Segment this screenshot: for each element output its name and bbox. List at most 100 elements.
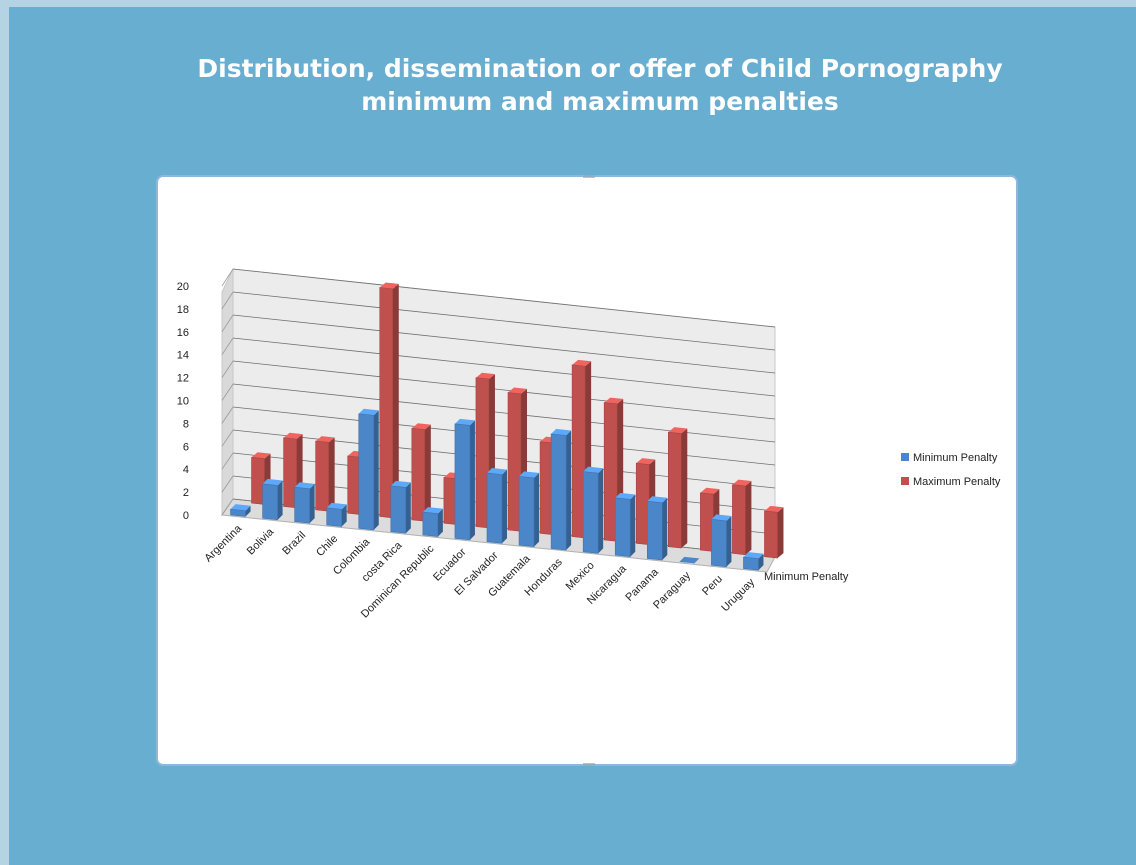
bar-minimum-penalty-side: [373, 410, 379, 530]
gridline: [232, 314, 776, 374]
resize-handle-top[interactable]: [583, 175, 595, 178]
bar-maximum-penalty: [475, 377, 490, 529]
x-tick-label: Mexico: [564, 560, 597, 593]
slide-left-border: [0, 0, 9, 865]
bar-maximum-penalty: [571, 364, 586, 539]
bar-maximum-penalty-top: [379, 282, 399, 289]
bar-maximum-penalty-top: [251, 452, 271, 459]
slide-top-border: [0, 0, 1136, 7]
bar-minimum-penalty: [262, 483, 278, 521]
bar-minimum-penalty-top: [422, 507, 443, 514]
x-tick-label: Uruguay: [719, 576, 757, 614]
bar-minimum-penalty: [390, 485, 407, 534]
bar-minimum-penalty: [614, 497, 631, 558]
y-tick-label: 16: [177, 327, 189, 339]
y-tick-label: 18: [177, 304, 189, 316]
y-tick-label: 2: [183, 487, 189, 499]
bar-maximum-penalty: [635, 462, 650, 546]
bar-maximum-penalty: [411, 427, 426, 522]
gridline-side: [221, 314, 234, 333]
bar-minimum-penalty-side: [405, 482, 411, 534]
y-tick-label: 0: [183, 510, 189, 522]
bar-minimum-penalty-side: [469, 420, 475, 540]
gridline-side: [221, 452, 234, 470]
gridline: [232, 337, 776, 397]
y-tick-label: 14: [177, 350, 189, 362]
bar-maximum-penalty-side: [681, 428, 688, 549]
bar-maximum-penalty-side: [745, 481, 752, 555]
bar-minimum-penalty: [711, 519, 727, 568]
x-tick-label: Chile: [314, 533, 340, 559]
slide-title-line-1: Distribution, dissemination or offer of …: [197, 54, 1003, 83]
bar-maximum-penalty: [732, 484, 746, 556]
bar-maximum-penalty-top: [668, 427, 688, 434]
bar-minimum-penalty: [486, 472, 503, 544]
bar-maximum-penalty-top: [411, 423, 431, 430]
resize-handle-bottom[interactable]: [583, 763, 595, 766]
bar-minimum-penalty: [550, 433, 567, 551]
legend-swatch: [901, 453, 909, 461]
bar-minimum-penalty: [326, 507, 343, 527]
y-tick-label: 4: [183, 464, 189, 476]
gridline: [232, 268, 776, 328]
bar-minimum-penalty: [518, 476, 535, 547]
gridline-side: [221, 291, 234, 310]
bar-minimum-penalty-side: [437, 508, 443, 537]
bar-minimum-penalty-top: [390, 480, 411, 488]
bar-maximum-penalty-top: [315, 436, 335, 443]
gridline-side: [221, 337, 234, 355]
bar-maximum-penalty: [315, 440, 329, 512]
bar-chart-3d: 0 2 4 6 8 10 12 14 16 18 20 Argentina Bolivia Brazil C…: [177, 268, 1001, 621]
bar-maximum-penalty: [603, 402, 618, 542]
gridline-side: [221, 268, 234, 287]
bar-minimum-penalty-side: [341, 504, 347, 527]
bar-maximum-penalty-top: [604, 397, 624, 404]
bar-minimum-penalty: [422, 511, 439, 537]
y-tick-label: 20: [177, 281, 189, 293]
bar-minimum-penalty-side: [566, 430, 572, 550]
bar-minimum-penalty: [230, 508, 246, 517]
bar-minimum-penalty-side: [598, 468, 604, 554]
bar-minimum-penalty-top: [551, 428, 572, 436]
bar-maximum-penalty: [251, 456, 265, 505]
gridline-side: [221, 360, 234, 378]
bar-minimum-penalty-top: [711, 514, 732, 521]
bar-maximum-penalty: [667, 431, 682, 549]
bar-minimum-penalty-top: [487, 468, 507, 475]
bar-minimum-penalty-side: [309, 483, 315, 524]
bar-minimum-penalty: [294, 486, 310, 524]
bar-maximum-penalty-top: [475, 372, 495, 380]
gridline: [232, 291, 776, 351]
slide-title-line-2: minimum and maximum penalties: [361, 87, 839, 116]
bar-minimum-penalty-top: [519, 471, 540, 478]
bar-minimum-penalty-side: [277, 480, 283, 520]
bar-minimum-penalty: [582, 471, 599, 554]
bar-maximum-penalty: [507, 392, 522, 532]
gridline-side: [221, 498, 234, 516]
bar-minimum-penalty-top: [230, 504, 251, 511]
bar-maximum-penalty-top: [636, 458, 656, 465]
bar-minimum-penalty-side: [502, 469, 507, 544]
legend-label: Minimum Penalty: [913, 452, 998, 464]
chart-frame[interactable]: 0 2 4 6 8 10 12 14 16 18 20 Argentina Bolivia Brazil C…: [156, 175, 1018, 766]
bar-minimum-penalty-top: [262, 478, 283, 486]
bar-maximum-penalty-top: [572, 359, 592, 367]
bar-minimum-penalty-side: [758, 553, 764, 571]
depth-axis-label: Minimum Penalty: [764, 571, 849, 583]
bar-minimum-penalty-top: [647, 496, 668, 503]
bar-maximum-penalty-side: [328, 437, 335, 512]
gridline-side: [221, 475, 234, 493]
bar-maximum-penalty-side: [424, 424, 431, 522]
x-tick-label: Argentina: [202, 522, 244, 564]
bar-minimum-penalty: [743, 556, 759, 571]
x-tick-label: Peru: [700, 573, 725, 598]
bar-maximum-penalty-side: [777, 507, 784, 559]
x-tick-label: Bolivia: [245, 525, 277, 557]
bar-minimum-penalty: [679, 556, 700, 564]
bar-minimum-penalty-top: [454, 418, 475, 426]
x-tick-label: Brazil: [280, 529, 308, 557]
bar-maximum-penalty-top: [700, 487, 720, 495]
bar-minimum-penalty-top: [583, 466, 604, 474]
y-tick-label: 6: [183, 441, 189, 453]
gridline-side: [221, 429, 234, 447]
